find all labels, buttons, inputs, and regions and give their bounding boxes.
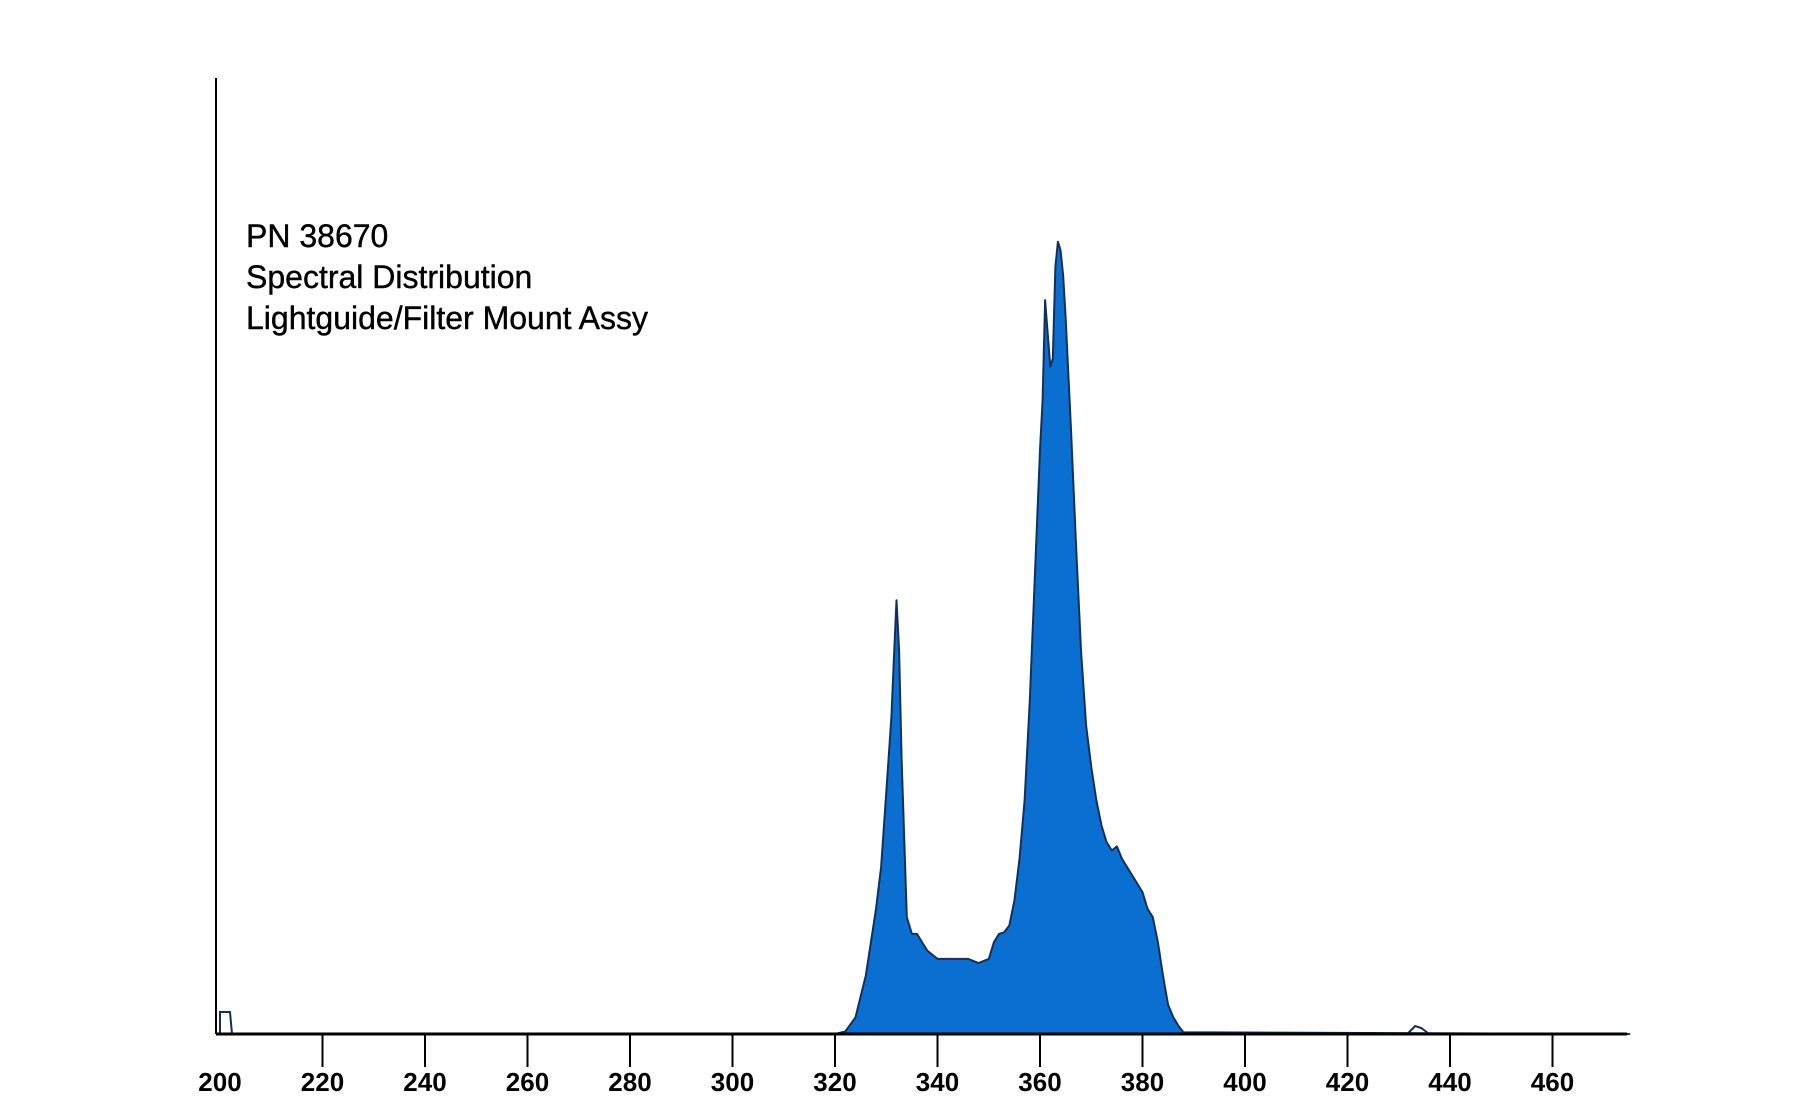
chart-title-part-number: PN 38670 [246,218,389,254]
x-tick-label-340: 340 [916,1067,959,1097]
spectrum-area [219,240,1631,1035]
x-tick-label-300: 300 [711,1067,754,1097]
chart-title-description: Spectral Distribution [246,259,533,295]
x-tick-label-280: 280 [608,1067,651,1097]
x-tick-label-200: 200 [198,1067,241,1097]
x-tick-label-440: 440 [1428,1067,1471,1097]
x-tick-label-360: 360 [1018,1067,1061,1097]
x-tick-label-220: 220 [301,1067,344,1097]
x-tick-label-240: 240 [403,1067,446,1097]
x-ticks-group: 200 220 240 260 280 300 320 340 360 380 400 420 440 4… [198,1034,1574,1097]
baseline-artifact-right [1406,1024,1430,1035]
chart-title-assembly: Lightguide/Filter Mount Assy [246,300,648,336]
x-tick-label-260: 260 [506,1067,549,1097]
x-tick-label-400: 400 [1223,1067,1266,1097]
x-tick-label-380: 380 [1121,1067,1164,1097]
x-tick-label-460: 460 [1531,1067,1574,1097]
axes-group [215,78,1627,1036]
spectrum-area-group [219,240,1631,1035]
baseline-artifact-left [219,1011,233,1035]
x-tick-label-320: 320 [813,1067,856,1097]
x-tick-label-420: 420 [1326,1067,1369,1097]
